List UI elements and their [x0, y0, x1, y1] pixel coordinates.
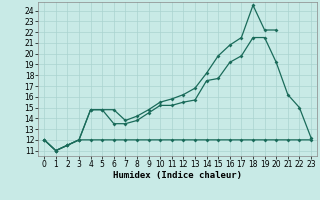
X-axis label: Humidex (Indice chaleur): Humidex (Indice chaleur) — [113, 171, 242, 180]
